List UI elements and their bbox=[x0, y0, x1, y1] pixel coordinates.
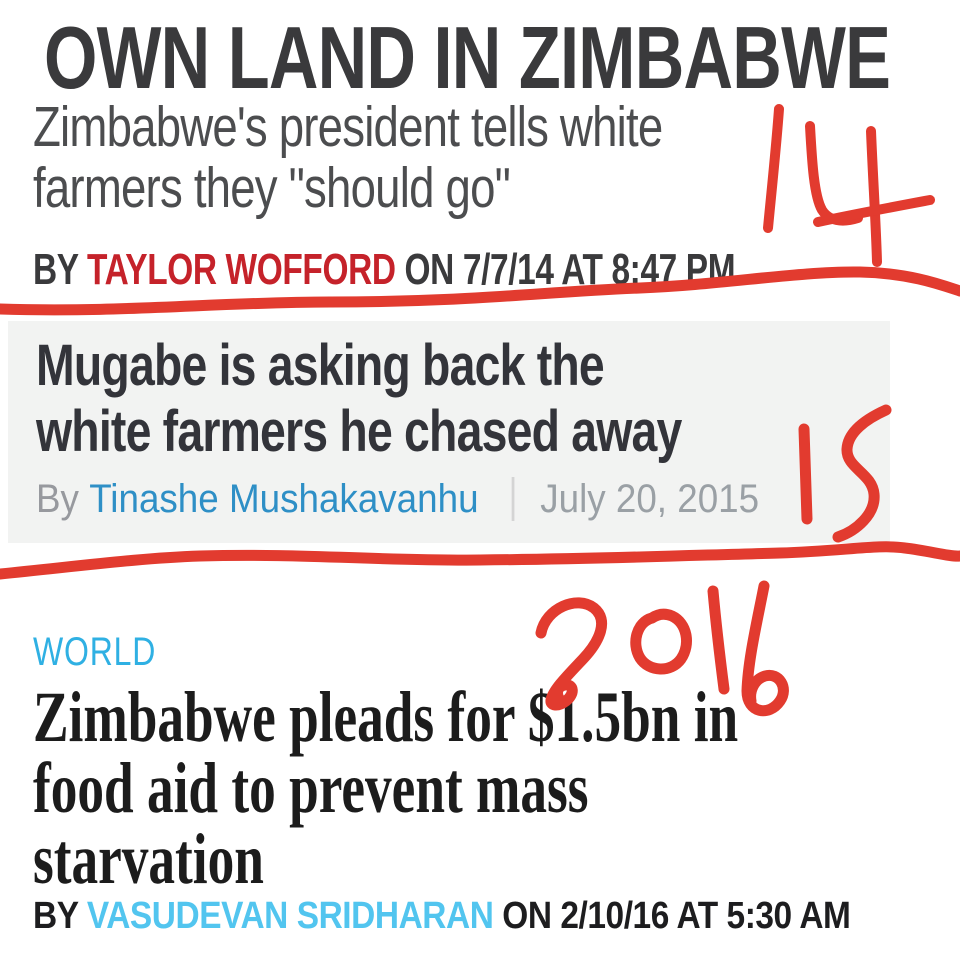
article3-headline-line2: food aid to prevent mass bbox=[33, 748, 589, 828]
article1-title-text: OWN LAND IN ZIMBABWE bbox=[44, 8, 891, 107]
article2-headline[interactable]: Mugabe is asking back the white farmers … bbox=[36, 333, 843, 465]
article2-headline-line2: white farmers he chased away bbox=[36, 399, 682, 464]
article1-subtitle-line2: farmers they "should go" bbox=[33, 156, 511, 220]
article3-byline-date: ON 2/10/16 AT 5:30 AM bbox=[493, 895, 851, 937]
article3-byline: BY VASUDEVAN SRIDHARAN ON 2/10/16 AT 5:3… bbox=[33, 893, 960, 939]
article2-author-link[interactable]: Tinashe Mushakavanhu bbox=[89, 477, 479, 521]
article3-headline[interactable]: Zimbabwe pleads for $1.5bn in food aid t… bbox=[33, 677, 960, 899]
article1-subtitle-line1: Zimbabwe's president tells white bbox=[33, 95, 663, 159]
article3-headline-line3: starvation bbox=[33, 819, 264, 899]
handwritten-14 bbox=[813, 195, 935, 227]
handwritten-2016 bbox=[630, 608, 692, 675]
article2-byline-date: July 20, 2015 bbox=[540, 477, 760, 521]
article1-title[interactable]: OWN LAND IN ZIMBABWE bbox=[44, 12, 960, 104]
article1-byline: BY TAYLOR WOFFORD ON 7/7/14 AT 8:47 PM bbox=[33, 245, 957, 295]
handwritten-2016 bbox=[707, 585, 730, 695]
article1-byline-prefix: BY bbox=[33, 245, 88, 294]
article3-section-text: WORLD bbox=[33, 630, 157, 674]
article1-subtitle: Zimbabwe's president tells white farmers… bbox=[33, 97, 820, 219]
article3-headline-line1: Zimbabwe pleads for $1.5bn in bbox=[33, 677, 739, 757]
article3-author-link[interactable]: VASUDEVAN SRIDHARAN bbox=[86, 895, 494, 937]
article1-author-link[interactable]: TAYLOR WOFFORD bbox=[87, 245, 396, 294]
article3-byline-prefix: BY bbox=[33, 895, 87, 937]
handwritten-wavy-line-under-2015-article bbox=[0, 541, 960, 580]
article2-byline: By Tinashe Mushakavanhu July 20, 2015 bbox=[36, 473, 822, 525]
article2-card: Mugabe is asking back the white farmers … bbox=[8, 321, 890, 543]
article2-byline-prefix: By bbox=[36, 477, 79, 521]
article1-byline-date: ON 7/7/14 AT 8:47 PM bbox=[395, 245, 736, 294]
handwritten-14 bbox=[866, 126, 882, 267]
article3-section-label[interactable]: WORLD bbox=[33, 628, 187, 676]
byline-divider bbox=[511, 477, 515, 521]
article2-headline-line1: Mugabe is asking back the bbox=[36, 333, 605, 398]
